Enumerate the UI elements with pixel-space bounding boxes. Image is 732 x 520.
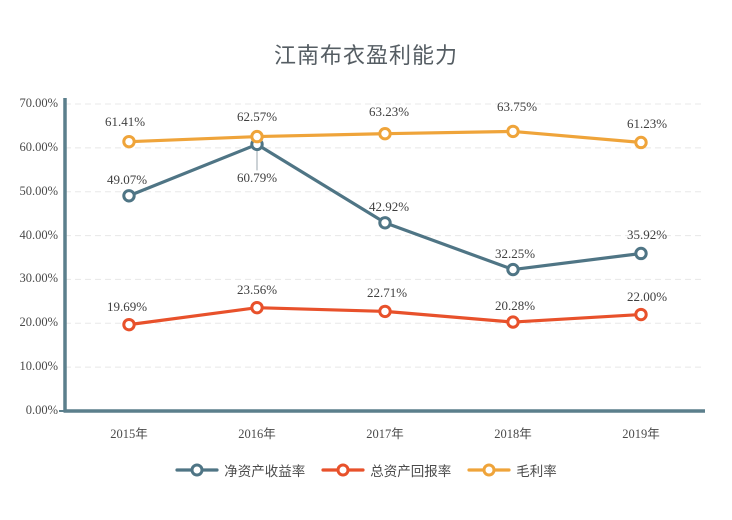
data-point-marker[interactable] [250,129,264,144]
legend-marker-icon [467,463,511,477]
legend-marker-icon [175,463,219,477]
data-point-marker[interactable] [634,307,648,322]
x-axis-tick-label: 2016年 [238,427,276,441]
data-point-label: 20.28% [494,298,536,314]
legend-item-label: 总资产回报率 [370,464,452,479]
data-point-marker[interactable] [122,134,136,149]
y-axis-tick-label: 60.00% [19,139,58,154]
data-point-label: 23.56% [236,281,278,297]
legend-item-1[interactable]: 净资产收益率 [175,460,305,480]
data-point-label: 62.57% [236,108,278,124]
legend-item-label: 净资产收益率 [224,464,306,479]
data-point-label: 61.41% [104,113,146,129]
data-point-marker[interactable] [634,135,648,150]
data-point-marker[interactable] [122,189,136,203]
data-point-marker[interactable] [378,126,392,141]
legend-marker-icon [321,463,365,477]
legend-item-label: 毛利率 [516,464,557,479]
legend-item-3[interactable]: 毛利率 [467,460,557,480]
x-axis-tick-label: 2018年 [494,427,532,441]
y-axis-tick-label: 10.00% [19,359,58,374]
data-point-marker[interactable] [506,315,520,329]
data-point-label: 35.92% [626,227,668,243]
y-axis-tick-label: 50.00% [19,183,58,198]
data-point-marker[interactable] [378,304,392,319]
data-point-marker[interactable] [506,124,520,139]
chart-title: 江南布衣盈利能力 [273,43,458,68]
data-point-label: 60.79% [236,170,278,186]
legend-item-2[interactable]: 总资产回报率 [321,460,451,480]
y-axis-tick-label: 40.00% [19,227,58,242]
data-point-label: 32.25% [494,245,536,261]
data-point-marker[interactable] [634,246,648,261]
data-point-label: 49.07% [106,171,148,187]
data-point-label: 19.69% [106,298,148,314]
y-axis-tick-label: 30.00% [19,271,58,286]
data-point-label: 22.00% [626,288,668,304]
x-axis-tick-label: 2017年 [366,427,404,441]
data-point-label: 63.75% [496,99,538,115]
data-point-label: 63.23% [368,103,410,119]
data-point-marker[interactable] [506,262,520,277]
data-point-marker[interactable] [250,300,264,315]
x-axis-tick-label: 2019年 [622,427,660,441]
data-point-label: 22.71% [366,285,408,301]
data-point-label: 61.23% [626,116,668,132]
data-point-marker[interactable] [378,216,392,230]
data-point-marker[interactable] [122,317,136,332]
data-point-label: 42.92% [368,198,410,214]
y-axis-tick-label: 0.00% [25,403,58,417]
chart-legend: 净资产收益率 总资产回报率 毛利率 [0,460,732,480]
y-axis-tick-label: 70.00% [19,96,58,110]
y-axis-tick-label: 20.00% [19,315,58,330]
x-axis-tick-label: 2015年 [110,427,148,441]
